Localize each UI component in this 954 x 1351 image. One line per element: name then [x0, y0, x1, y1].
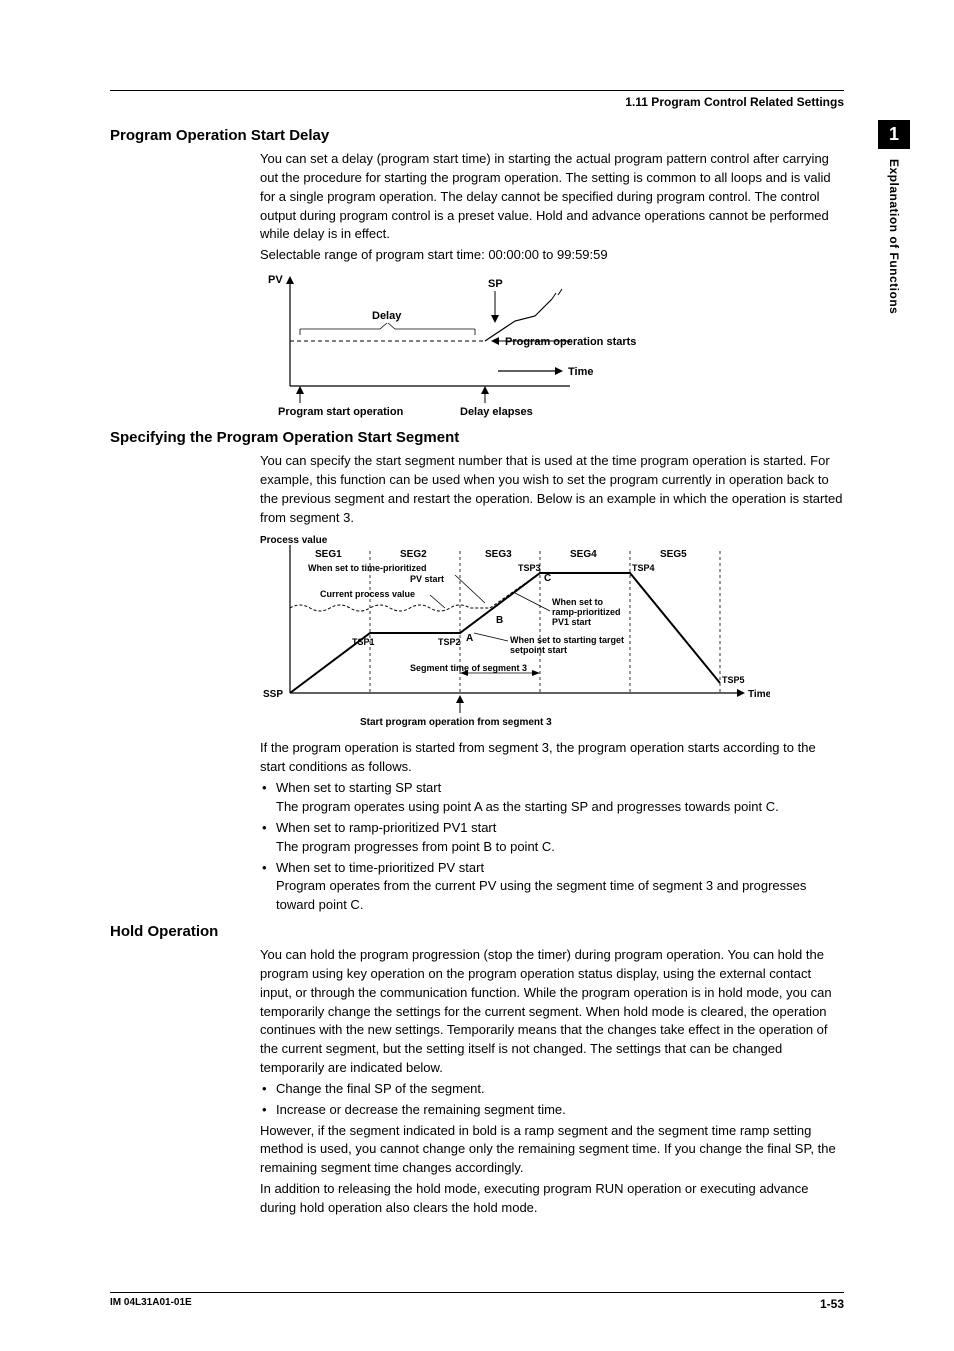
svg-text:When set to: When set to [552, 597, 604, 607]
svg-text:A: A [466, 633, 473, 644]
start-segment-p1: You can specify the start segment number… [260, 452, 844, 527]
svg-text:TSP3: TSP3 [518, 563, 541, 573]
svg-text:PV start: PV start [410, 574, 444, 584]
start-segment-body1: You can specify the start segment number… [260, 452, 844, 527]
doc-id: IM 04L31A01-01E [110, 1297, 192, 1308]
svg-text:When set to time-prioritized: When set to time-prioritized [308, 563, 427, 573]
svg-text:Program start operation: Program start operation [278, 406, 404, 418]
svg-text:SEG2: SEG2 [400, 549, 427, 560]
svg-text:SSP: SSP [263, 689, 283, 700]
bullet-item: When set to time-prioritized PV start Pr… [260, 859, 844, 916]
section-header: 1.11 Program Control Related Settings [110, 95, 844, 109]
start-delay-body: You can set a delay (program start time)… [260, 150, 844, 265]
hold-body: You can hold the program progression (st… [260, 946, 844, 1218]
start-delay-p2: Selectable range of program start time: … [260, 246, 844, 265]
svg-text:TSP4: TSP4 [632, 563, 655, 573]
header-rule [110, 90, 844, 91]
svg-text:Delay elapses: Delay elapses [460, 406, 533, 418]
hold-p1: You can hold the program progression (st… [260, 946, 844, 1078]
svg-text:B: B [496, 615, 503, 626]
svg-text:SP: SP [488, 278, 503, 290]
svg-text:SEG5: SEG5 [660, 549, 687, 560]
start-segment-p2: If the program operation is started from… [260, 739, 844, 777]
start-segment-bullets: When set to starting SP start The progra… [260, 779, 844, 915]
svg-text:TSP1: TSP1 [352, 637, 375, 647]
heading-start-segment: Specifying the Program Operation Start S… [110, 429, 844, 446]
svg-text:When set to starting target: When set to starting target [510, 635, 624, 645]
svg-text:Segment time of segment 3: Segment time of segment 3 [410, 663, 527, 673]
svg-text:TSP2: TSP2 [438, 637, 461, 647]
svg-text:Current process value: Current process value [320, 589, 415, 599]
svg-text:Delay: Delay [372, 310, 402, 322]
svg-text:Start program operation from s: Start program operation from segment 3 [360, 717, 552, 728]
start-delay-p1: You can set a delay (program start time)… [260, 150, 844, 244]
start-segment-body2: If the program operation is started from… [260, 739, 844, 915]
footer: IM 04L31A01-01E 1-53 [110, 1292, 844, 1311]
bullet-item: Change the final SP of the segment. [260, 1080, 844, 1099]
page-number: 1-53 [820, 1297, 844, 1311]
svg-text:C: C [544, 573, 551, 584]
svg-text:PV1 start: PV1 start [552, 617, 591, 627]
bullet-item: When set to ramp-prioritized PV1 start T… [260, 819, 844, 857]
delay-diagram: Time SP Program operation starts Delay [260, 271, 844, 421]
hold-p2: However, if the segment indicated in bol… [260, 1122, 844, 1179]
segment-diagram: Time Process value SSP SEG1 SEG2 SEG3 SE… [260, 533, 844, 733]
svg-text:PV: PV [268, 274, 283, 286]
hold-p3: In addition to releasing the hold mode, … [260, 1180, 844, 1218]
svg-text:Time: Time [748, 689, 770, 700]
svg-text:SEG1: SEG1 [315, 549, 342, 560]
heading-start-delay: Program Operation Start Delay [110, 127, 844, 144]
svg-text:setpoint start: setpoint start [510, 645, 567, 655]
bullet-item: When set to starting SP start The progra… [260, 779, 844, 817]
svg-text:Program operation starts: Program operation starts [505, 336, 636, 348]
hold-bullets: Change the final SP of the segment. Incr… [260, 1080, 844, 1120]
svg-text:SEG3: SEG3 [485, 549, 512, 560]
svg-text:ramp-prioritized: ramp-prioritized [552, 607, 621, 617]
chapter-number: 1 [878, 120, 910, 149]
heading-hold: Hold Operation [110, 923, 844, 940]
svg-text:SEG4: SEG4 [570, 549, 597, 560]
chapter-title: Explanation of Functions [887, 149, 901, 314]
bullet-item: Increase or decrease the remaining segme… [260, 1101, 844, 1120]
page: 1 Explanation of Functions 1.11 Program … [0, 0, 954, 1351]
svg-text:TSP5: TSP5 [722, 675, 745, 685]
chapter-tab: 1 Explanation of Functions [878, 120, 910, 319]
svg-text:Process value: Process value [260, 535, 328, 546]
svg-text:Time: Time [568, 366, 593, 378]
